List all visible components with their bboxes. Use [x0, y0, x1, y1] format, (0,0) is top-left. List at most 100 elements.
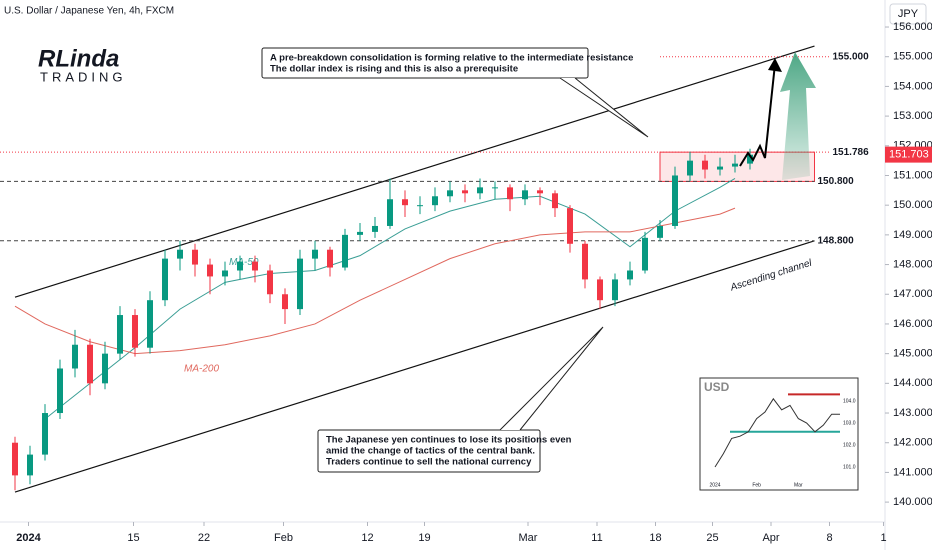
candle-body [552, 193, 558, 209]
annotation-text: amid the change of tactics of the centra… [326, 446, 535, 457]
inset-y-tick-label: 103.0 [843, 420, 856, 426]
annotation-text: A pre-breakdown consolidation is forming… [270, 53, 633, 64]
y-tick-label: 146.000 [893, 318, 932, 330]
candle-body [297, 258, 303, 310]
x-tick-label: Feb [274, 532, 293, 544]
inset-title: USD [704, 380, 730, 394]
candle-body [687, 160, 693, 176]
last-price-tag [885, 146, 932, 163]
inset-line [714, 397, 840, 468]
candle-body [27, 454, 33, 476]
candle-body [522, 190, 528, 200]
candle-body [132, 315, 138, 348]
candle-body [102, 353, 108, 384]
candle-body [57, 368, 63, 414]
candle-body [582, 243, 588, 280]
candle-body [537, 190, 543, 194]
channel-line [14, 45, 815, 298]
currency-label: JPY [898, 8, 919, 20]
x-tick-label: 18 [649, 532, 661, 544]
candle-body [357, 231, 363, 235]
y-tick-label: 150.000 [893, 199, 932, 211]
candle-body [507, 187, 513, 200]
candle-body [597, 279, 603, 301]
candle-body [87, 344, 93, 384]
callout-pointer [499, 326, 604, 431]
annotation-box [317, 429, 541, 473]
candle-body [702, 160, 708, 170]
candle-body [417, 205, 423, 207]
inset-x-tick-label: 2024 [709, 482, 720, 488]
callout-pointer [559, 77, 649, 138]
annotation-text: The dollar index is rising and this is a… [270, 64, 518, 75]
candle-body [282, 294, 288, 310]
series-label: MA-50 [229, 257, 259, 268]
candle-body [147, 300, 153, 348]
candle-body [732, 163, 738, 167]
candle-body [462, 190, 468, 194]
candle-body [72, 344, 78, 369]
candle-body [387, 199, 393, 226]
y-tick-label: 143.000 [893, 407, 932, 419]
candle-body [177, 249, 183, 259]
candle-body [192, 249, 198, 265]
candle-body [432, 196, 438, 206]
x-tick-label: 12 [361, 532, 373, 544]
projection-path [739, 63, 776, 167]
currency-button[interactable] [889, 3, 927, 25]
x-tick-label: 22 [198, 532, 210, 544]
candle-body [222, 270, 228, 277]
candle-body [252, 261, 258, 271]
candle-body [477, 187, 483, 194]
chart-title: U.S. Dollar / Japanese Yen, 4h, FXCM [4, 6, 174, 17]
candle-body [657, 225, 663, 238]
annotation-text: Traders continue to sell the national cu… [326, 457, 532, 468]
candle-body [672, 175, 678, 226]
y-tick-label: 153.000 [893, 110, 932, 122]
inset-frame [699, 377, 859, 491]
series-label: MA-200 [184, 363, 219, 374]
x-tick-label: Mar [519, 532, 538, 544]
inset-y-tick-label: 104.0 [843, 398, 856, 404]
arrow-head [768, 58, 782, 72]
candle-body [402, 199, 408, 206]
x-tick-label: Apr [762, 532, 779, 544]
candle-body [567, 208, 573, 244]
candle-body [117, 315, 123, 354]
logo-line2: TRADING [40, 69, 127, 84]
candle-body [627, 270, 633, 280]
level-label: 150.800 [818, 176, 855, 187]
candle-body [207, 264, 213, 277]
last-price-label: 151.703 [889, 149, 929, 161]
channel-line [14, 240, 815, 493]
y-tick-label: 147.000 [893, 288, 932, 300]
inset-y-tick-label: 102.0 [843, 442, 856, 448]
inset-x-tick-label: Feb [752, 482, 761, 488]
y-tick-label: 154.000 [893, 80, 932, 92]
candle-body [12, 442, 18, 476]
inset-x-tick-label: Mar [794, 482, 803, 488]
level-label: 155.000 [833, 51, 870, 62]
inset-y-tick-label: 101.0 [843, 464, 856, 470]
annotation-text: The Japanese yen continues to lose its p… [326, 435, 572, 446]
y-tick-label: 151.000 [893, 169, 932, 181]
y-tick-label: 144.000 [893, 377, 932, 389]
level-label: 148.800 [818, 235, 855, 246]
candle-body [447, 190, 453, 197]
logo-line1: RLinda [38, 45, 119, 72]
candle-body [372, 225, 378, 232]
x-tick-label: 25 [706, 532, 718, 544]
y-tick-label: 141.000 [893, 466, 932, 478]
y-tick-label: 148.000 [893, 258, 932, 270]
x-tick-label: 19 [418, 532, 430, 544]
candle-body [612, 279, 618, 301]
candle-body [327, 249, 333, 268]
candle-body [237, 261, 243, 271]
y-tick-label: 149.000 [893, 229, 932, 241]
candle-body [312, 249, 318, 259]
annotation-box [261, 47, 589, 79]
x-tick-label: 1 [880, 532, 886, 544]
projection-arrow [780, 52, 816, 180]
y-tick-label: 140.000 [893, 496, 932, 508]
